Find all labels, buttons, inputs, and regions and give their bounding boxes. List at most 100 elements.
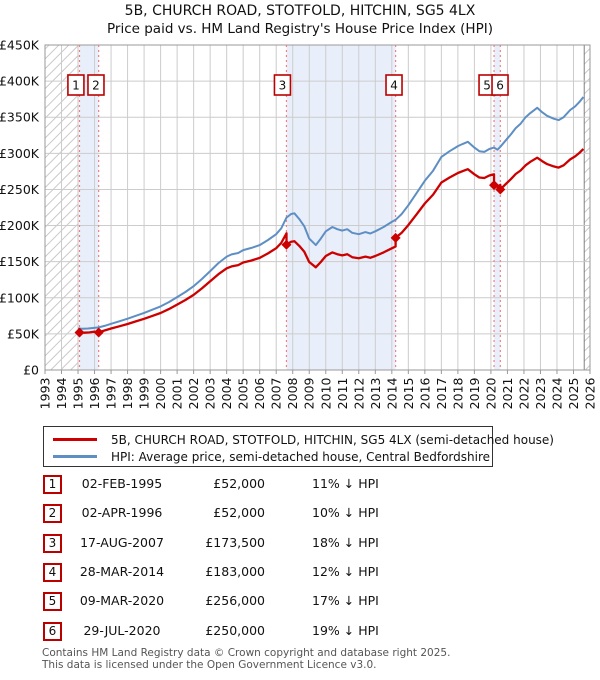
sale-marker	[281, 239, 292, 250]
sale-price: £183,000	[205, 563, 265, 579]
x-tick-label: 2007	[269, 378, 284, 410]
x-tick-label: 2004	[219, 377, 234, 409]
y-tick-label: £450K	[0, 38, 40, 53]
x-tick-label: 1996	[87, 377, 102, 409]
transaction-label-box	[385, 74, 403, 96]
x-tick-label: 2018	[450, 377, 465, 409]
transaction-label: 2	[92, 79, 100, 93]
x-tick-label: 2021	[500, 378, 515, 410]
sale-price: £250,000	[205, 622, 265, 638]
y-tick-label: £300K	[0, 146, 40, 161]
x-tick-label: 2011	[335, 378, 350, 410]
x-tick-label: 2000	[153, 377, 168, 409]
row-number-badge: 6	[43, 621, 62, 641]
price-chart: 1993 1994 1995 1996 1997 1998 1999 2000 2001 2002…	[0, 38, 598, 410]
x-tick-label: 2017	[434, 378, 449, 410]
attribution-line-1: Contains HM Land Registry data © Crown c…	[42, 647, 451, 659]
sale-price: £256,000	[205, 593, 265, 609]
x-tick-label: 2015	[401, 378, 416, 410]
y-tick-label: £150K	[0, 254, 40, 269]
legend-label: HPI: Average price, semi-detached house,…	[111, 449, 491, 464]
sale-date: 29-JUL-2020	[83, 622, 161, 638]
x-tick-label: 1997	[104, 378, 119, 410]
sale-price: £52,000	[213, 476, 265, 491]
sale-date: 02-FEB-1995	[81, 476, 163, 491]
x-tick-label: 2022	[516, 378, 531, 410]
x-tick-label: 2014	[384, 377, 399, 409]
x-tick-label: 2025	[566, 378, 581, 410]
ownership-band	[494, 45, 501, 370]
x-tick-label: 2024	[549, 377, 564, 409]
row-number-badge: 1	[43, 475, 62, 494]
page-subtitle: Price paid vs. HM Land Registry's House …	[107, 21, 493, 37]
x-tick-label: 1995	[71, 378, 86, 410]
x-tick-label: 1993	[38, 378, 53, 410]
sale-marker	[489, 180, 500, 191]
sale-date: 17-AUG-2007	[80, 534, 164, 550]
x-tick-label: 2005	[236, 378, 251, 410]
x-tick-label: 1994	[54, 377, 69, 409]
ownership-band	[286, 45, 396, 370]
legend-label: 5B, CHURCH ROAD, STOTFOLD, HITCHIN, SG5 …	[111, 432, 554, 447]
transaction-label: 5	[483, 79, 491, 93]
x-tick-label: 2002	[186, 378, 201, 410]
series-hpi	[77, 96, 585, 330]
x-tick-label: 2020	[483, 377, 498, 409]
table-row: 5 09-MAR-2020 £256,000 17% ↓ HPI	[0, 592, 600, 614]
sale-marker	[93, 327, 104, 338]
hpi-comparison: 12% ↓ HPI	[312, 563, 379, 579]
sale-date: 09-MAR-2020	[79, 593, 165, 609]
chart-legend: 5B, CHURCH ROAD, STOTFOLD, HITCHIN, SG5 …	[43, 426, 554, 467]
x-tick-label: 1999	[137, 377, 152, 409]
x-tick-label: 2006	[252, 377, 267, 409]
legend-item: HPI: Average price, semi-detached house,…	[44, 448, 492, 465]
y-tick-label: £250K	[0, 182, 40, 197]
y-tick-label: £100K	[0, 290, 40, 305]
sale-price: £173,500	[205, 534, 265, 550]
y-tick-label: £350K	[0, 110, 40, 125]
y-tick-label: £200K	[0, 218, 40, 233]
x-tick-label: 2012	[351, 378, 366, 410]
transaction-label: 4	[390, 79, 398, 93]
sale-price: £52,000	[213, 505, 265, 521]
x-tick-label: 2003	[203, 378, 218, 410]
x-tick-label: 2026	[583, 377, 598, 409]
row-number-badge: 3	[43, 533, 62, 553]
legend-item: 5B, CHURCH ROAD, STOTFOLD, HITCHIN, SG5 …	[44, 431, 554, 448]
x-tick-label: 1998	[120, 377, 135, 409]
x-tick-label: 2009	[302, 377, 317, 409]
transaction-label: 6	[496, 79, 504, 93]
transaction-label: 1	[72, 79, 80, 93]
no-data-hatch	[584, 45, 590, 370]
ownership-band	[79, 45, 99, 370]
x-tick-label: 2001	[170, 378, 185, 410]
legend-line-sample	[53, 455, 97, 458]
y-tick-label: £50K	[7, 326, 40, 341]
table-row: 3 17-AUG-2007 £173,500 18% ↓ HPI	[0, 533, 600, 556]
table-row: 4 28-MAR-2014 £183,000 12% ↓ HPI	[0, 562, 600, 585]
legend-line-sample	[53, 438, 97, 441]
row-number-badge: 4	[43, 562, 62, 582]
transaction-label-box	[273, 74, 292, 96]
transaction-label-box	[87, 74, 105, 96]
transaction-label-box	[67, 74, 85, 96]
hpi-comparison: 19% ↓ HPI	[312, 622, 379, 638]
attribution-line-2: This data is licensed under the Open Gov…	[42, 658, 377, 671]
table-row: 2 02-APR-1996 £52,000 10% ↓ HPI	[0, 504, 600, 526]
x-tick-label: 2016	[417, 377, 432, 409]
hpi-comparison: 18% ↓ HPI	[312, 534, 379, 550]
plot-border	[44, 44, 591, 371]
hpi-comparison: 10% ↓ HPI	[312, 505, 379, 521]
transaction-label-box	[491, 74, 509, 96]
row-number-badge: 5	[43, 592, 62, 612]
sale-marker	[390, 232, 401, 243]
table-row: 6 29-JUL-2020 £250,000 19% ↓ HPI	[0, 621, 600, 644]
x-tick-label: 2013	[368, 378, 383, 410]
page-title: 5B, CHURCH ROAD, STOTFOLD, HITCHIN, SG5 …	[124, 3, 476, 19]
row-number-badge: 2	[43, 504, 62, 524]
y-tick-label: £400K	[0, 74, 40, 89]
hpi-comparison: 11% ↓ HPI	[312, 476, 379, 491]
sale-marker	[495, 184, 506, 195]
series-price-paid	[79, 148, 585, 334]
